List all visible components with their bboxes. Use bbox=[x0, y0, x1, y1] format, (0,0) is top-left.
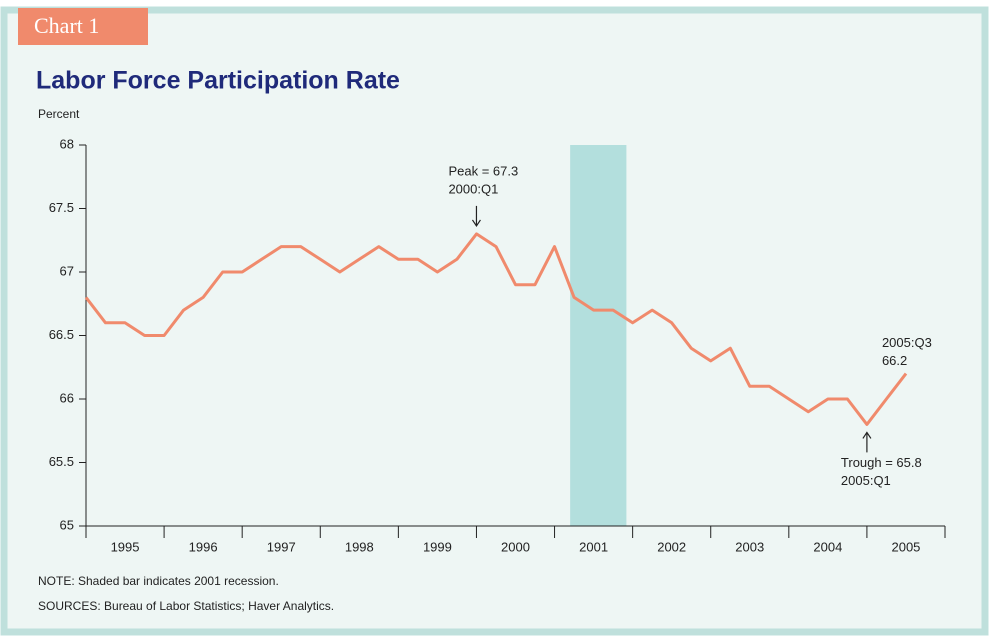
annotation: 2000:Q1 bbox=[448, 181, 498, 196]
tab bbox=[18, 8, 148, 45]
annotation: 2005:Q1 bbox=[841, 473, 891, 488]
data-line bbox=[84, 232, 908, 426]
y-tick-label: 65 bbox=[60, 517, 74, 532]
note: NOTE: Shaded bar indicates 2001 recessio… bbox=[38, 574, 279, 588]
x-tick-label: 1996 bbox=[189, 539, 218, 554]
annotation-arrowhead bbox=[471, 219, 481, 227]
y-tick-label: 65.5 bbox=[49, 454, 74, 469]
y-tick-label: 66.5 bbox=[49, 327, 74, 342]
frame bbox=[0, 6, 989, 636]
x-tick-label: 1995 bbox=[111, 539, 140, 554]
x-tick-label: 2003 bbox=[735, 539, 764, 554]
annotation-arrowhead bbox=[862, 431, 872, 439]
sources: SOURCES: Bureau of Labor Statistics; Hav… bbox=[38, 599, 334, 613]
y-tick-label: 67 bbox=[60, 263, 74, 278]
annotation: 66.2 bbox=[882, 353, 907, 368]
annotation: Peak = 67.3 bbox=[448, 163, 518, 178]
annotation: Trough = 65.8 bbox=[841, 455, 922, 470]
annotation: 2005:Q3 bbox=[882, 335, 932, 350]
y-axis-label: Percent bbox=[38, 107, 80, 121]
x-tick-label: 2005 bbox=[891, 539, 920, 554]
x-tick-label: 2000 bbox=[501, 539, 530, 554]
recession-shade bbox=[570, 145, 627, 526]
chart-title: Labor Force Participation Rate bbox=[36, 67, 400, 95]
x-tick-label: 1998 bbox=[345, 539, 374, 554]
x-tick-label: 2002 bbox=[657, 539, 686, 554]
tab-label: Chart 1 bbox=[34, 13, 99, 38]
x-tick-label: 2001 bbox=[579, 539, 608, 554]
x-tick-label: 1999 bbox=[423, 539, 452, 554]
y-tick-label: 66 bbox=[60, 390, 74, 405]
x-tick-label: 1997 bbox=[267, 539, 296, 554]
y-tick-label: 67.5 bbox=[49, 200, 74, 215]
x-tick-label: 2004 bbox=[813, 539, 842, 554]
y-tick-label: 68 bbox=[60, 136, 74, 151]
